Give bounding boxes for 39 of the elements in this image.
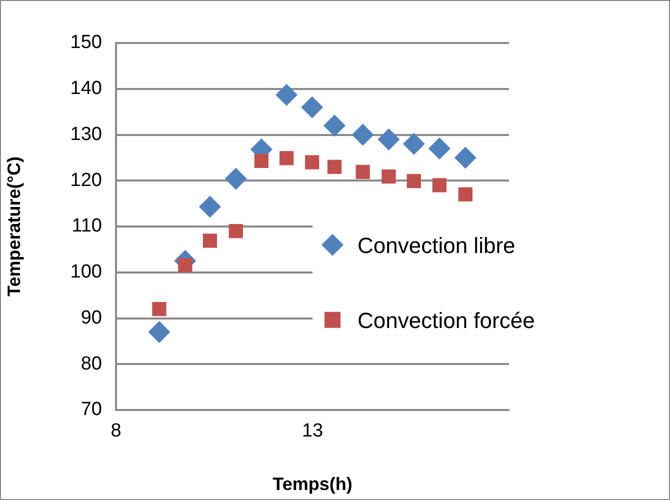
point [356,164,370,179]
point [279,151,294,166]
point [406,174,421,188]
x-axis-title: Temps(h) [272,474,352,494]
point [254,154,268,168]
point [148,321,170,344]
point [402,132,425,155]
x-tick-label: 8 [110,420,122,442]
point [352,124,374,146]
y-axis-title: Temperature(°C) [4,156,24,296]
point [305,155,320,170]
point [378,128,400,150]
point [432,178,447,192]
point [324,114,346,137]
point [458,187,472,202]
point [382,169,396,184]
y-tick-label: 110 [72,216,102,237]
y-tick-label: 80 [80,353,102,374]
y-tick-label: 130 [70,124,102,145]
y-tick-label: 100 [70,262,102,283]
point [202,234,217,248]
point [152,302,166,316]
point [327,160,342,174]
point [454,146,476,169]
x-tick-label: 13 [302,420,324,442]
y-tick-label: 120 [70,170,102,191]
point [276,84,298,106]
point [178,258,192,272]
y-tick-label: 90 [80,307,102,328]
y-tick-label: 70 [80,399,102,420]
point [301,96,324,118]
legend-label: Convection forcée [358,308,535,333]
point [228,224,243,238]
point [224,168,247,190]
y-tick-label: 150 [70,32,102,54]
point [428,138,450,160]
legend-label: Convection libre [358,232,516,258]
y-tick-label: 140 [70,78,102,100]
point [198,196,221,218]
